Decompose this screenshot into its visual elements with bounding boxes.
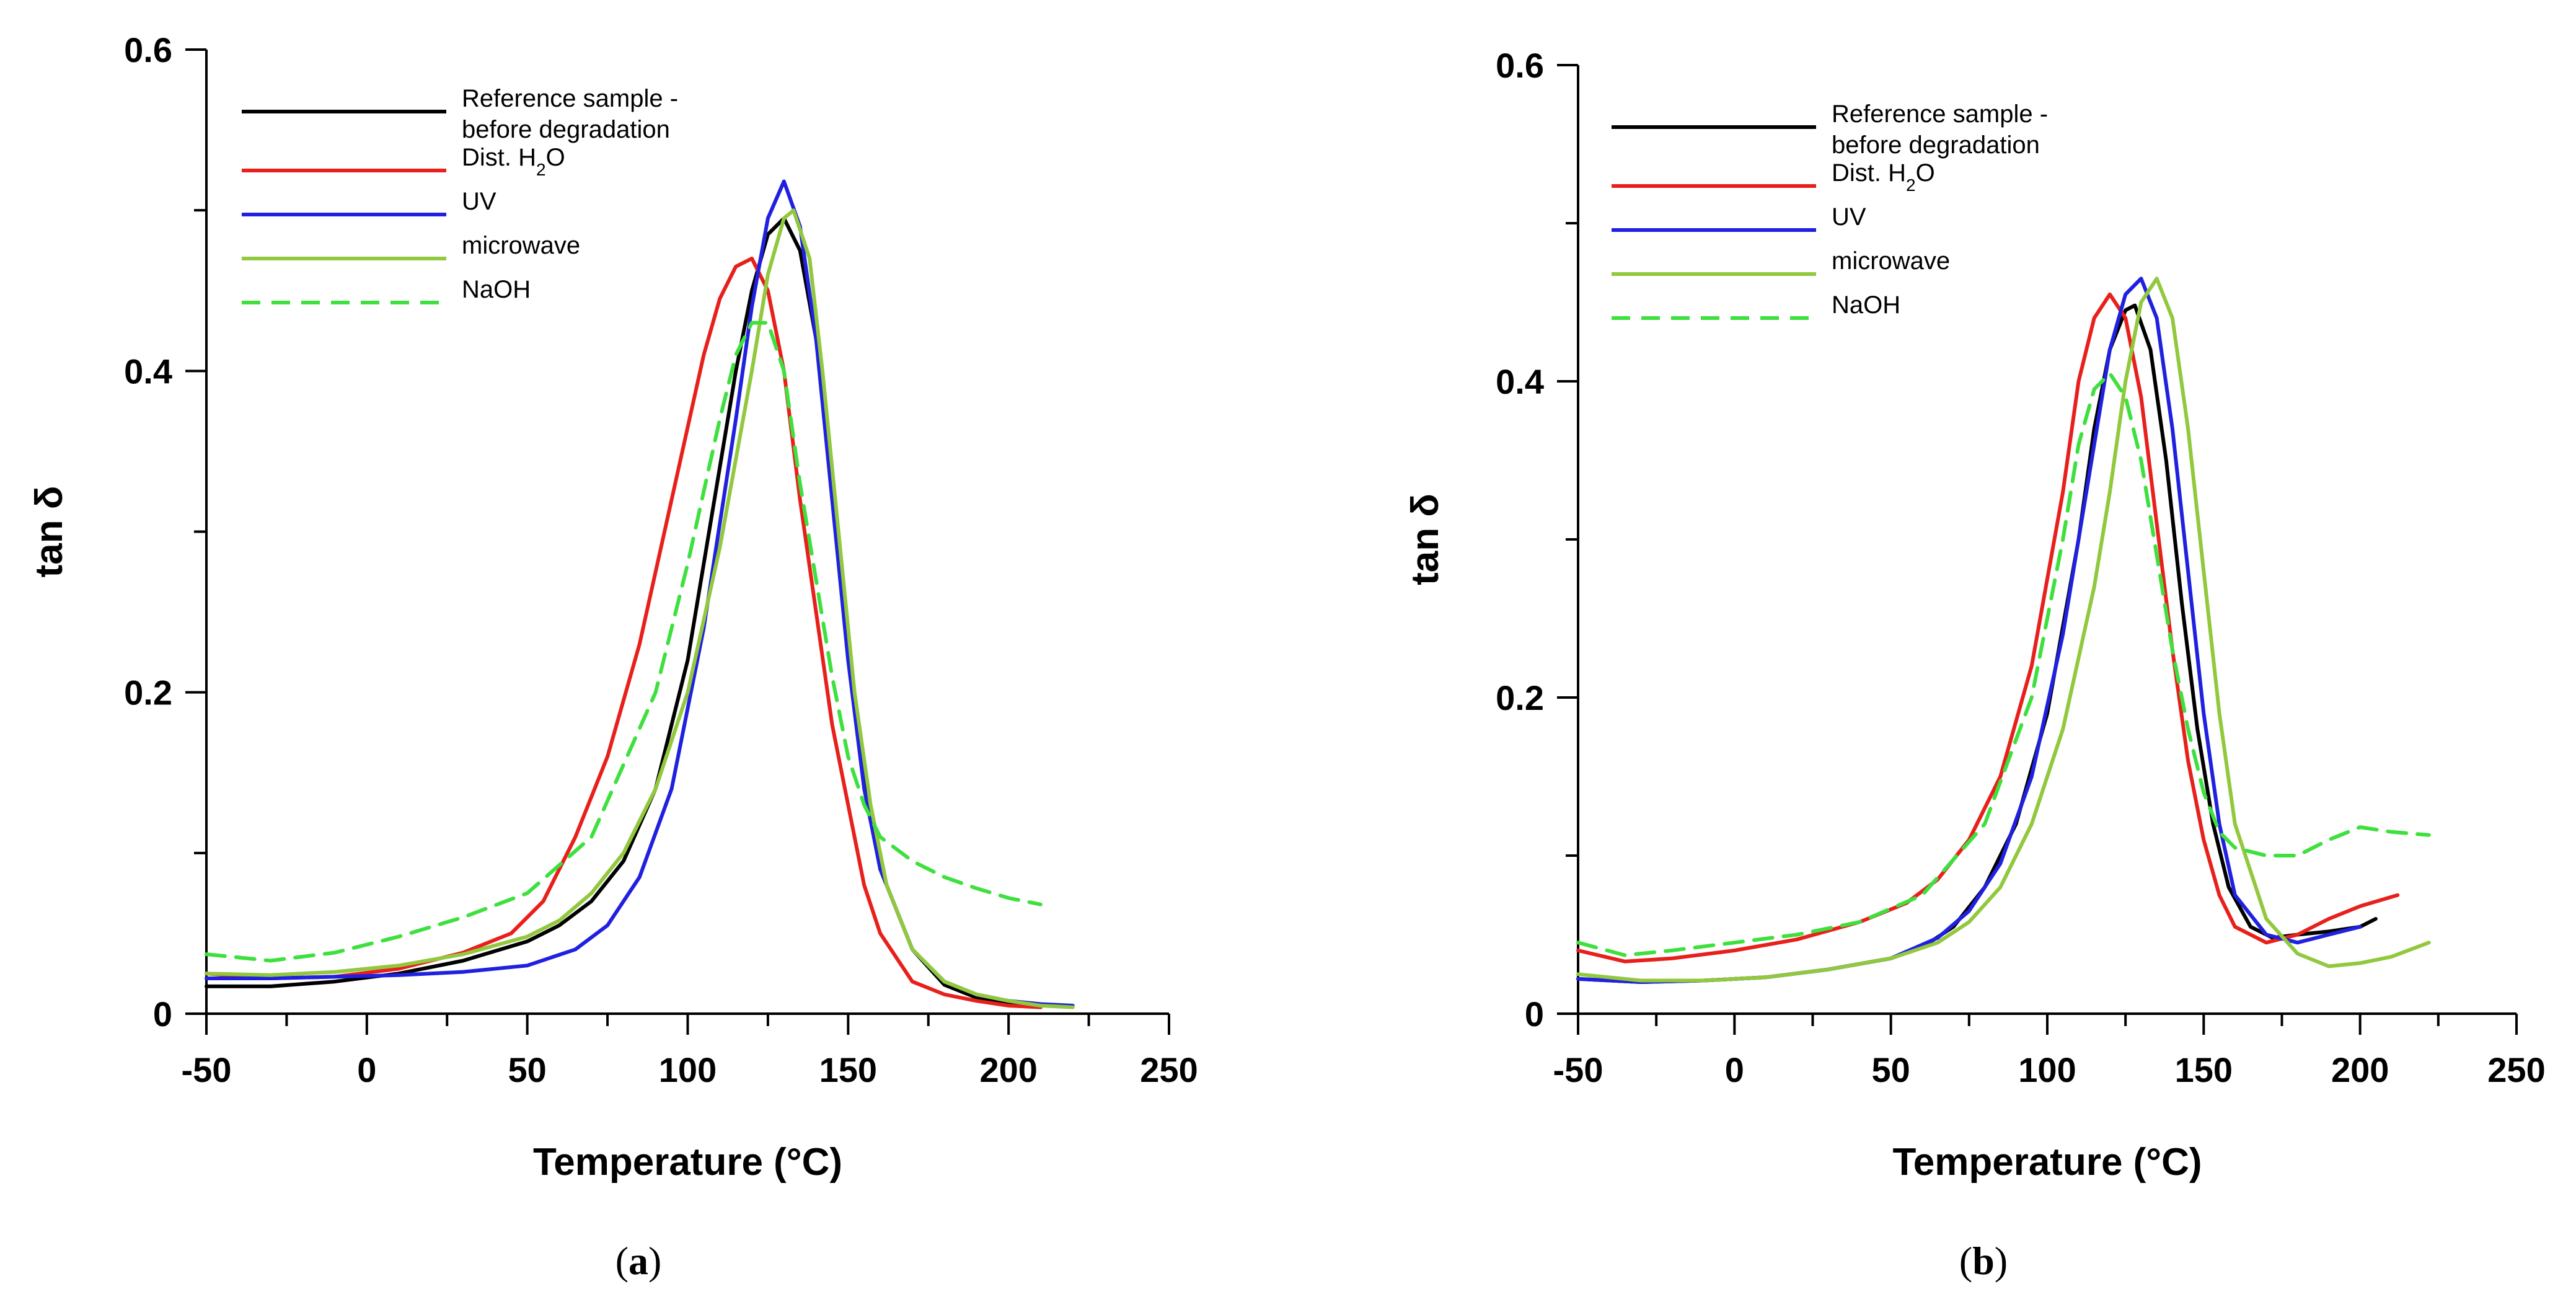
y-tick-label: 0 xyxy=(153,994,172,1034)
x-tick-label: 150 xyxy=(819,1050,877,1089)
x-tick-label: 200 xyxy=(979,1050,1037,1089)
x-tick-label: 200 xyxy=(2331,1050,2389,1089)
series-line-1 xyxy=(1576,292,2400,963)
x-tick-label: 250 xyxy=(2487,1050,2545,1089)
series-line-2 xyxy=(205,179,1075,1008)
x-tick-label: 50 xyxy=(1872,1050,1910,1089)
legend-entry-4: NaOH xyxy=(462,276,531,303)
series-line-4 xyxy=(1576,371,2431,957)
x-tick-label: -50 xyxy=(182,1050,232,1089)
chart-panel-b: -50 0 50 100 150 200 25000.20.40.6Temperature … xyxy=(1404,46,2546,1283)
series-line-0 xyxy=(205,216,1043,1009)
series-line-1 xyxy=(205,256,1043,1009)
chart-panel-a: -50 0 50 100 150 200 250 0 0.2 0.4 0.6 Temperature … xyxy=(28,30,1198,1283)
panel-label: (a) xyxy=(615,1239,662,1283)
legend-entry-0: Reference sample - xyxy=(462,85,678,112)
legend-entry-4: NaOH xyxy=(1832,291,1900,319)
legend-entry-1: Dist. H2O xyxy=(1832,159,1935,195)
legend-entry-3: microwave xyxy=(462,232,580,259)
x-tick-label: 100 xyxy=(659,1050,717,1089)
x-axis-title: Temperature (°C) xyxy=(533,1141,842,1184)
y-tick-label: 0 xyxy=(1525,994,1544,1034)
series-line-0 xyxy=(1576,303,2378,984)
y-tick-label: 0.6 xyxy=(1496,46,1544,85)
x-tick-label: 250 xyxy=(1140,1050,1198,1089)
legend-entry-2: UV xyxy=(462,188,496,215)
y-tick-label: 0.2 xyxy=(124,673,172,712)
legend-entry-0: before degradation xyxy=(462,116,670,143)
x-tick-label: 150 xyxy=(2175,1050,2233,1089)
y-tick-label: 0.2 xyxy=(1496,678,1544,717)
series-line-3 xyxy=(205,208,1075,1009)
x-axis-title: Temperature (°C) xyxy=(1892,1141,2202,1184)
y-tick-label: 0.4 xyxy=(1496,362,1544,401)
series-line-4 xyxy=(205,321,1043,963)
legend-entry-0: before degradation xyxy=(1832,131,2040,159)
legend-entry-2: UV xyxy=(1832,203,1866,231)
x-tick-label: 0 xyxy=(357,1050,376,1089)
y-tick-label: 0.4 xyxy=(124,352,172,391)
legend-entry-1: Dist. H2O xyxy=(462,144,565,179)
x-tick-label: 100 xyxy=(2018,1050,2076,1089)
y-axis-title: tan δ xyxy=(28,486,71,578)
legend-entry-0: Reference sample - xyxy=(1832,100,2048,128)
y-axis-title: tan δ xyxy=(1404,494,1447,585)
y-tick-label: 0.6 xyxy=(124,30,172,69)
series-line-2 xyxy=(1576,277,2362,984)
panel-label: (b) xyxy=(1959,1239,2008,1283)
series-line-3 xyxy=(1576,277,2431,983)
x-tick-label: -50 xyxy=(1553,1050,1603,1089)
legend-entry-3: microwave xyxy=(1832,247,1950,275)
x-tick-label: 0 xyxy=(1725,1050,1744,1089)
x-tick-label: 50 xyxy=(508,1050,547,1089)
